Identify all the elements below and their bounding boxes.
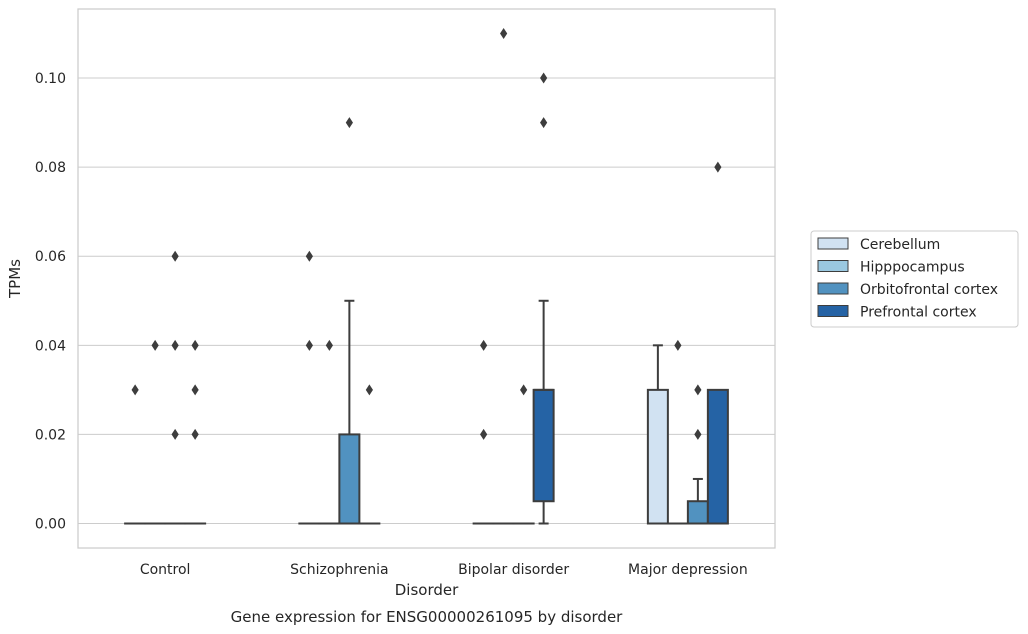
y-tick-label: 0.02 (35, 427, 66, 443)
outlier-point (345, 117, 353, 129)
box-body (532, 388, 555, 503)
y-tick-label: 0.10 (35, 71, 66, 87)
y-tick-label: 0.00 (35, 517, 66, 533)
legend-frame (810, 230, 1019, 328)
gridlines (78, 77, 775, 524)
outlier-point (540, 117, 548, 129)
x-axis-ticks: Control Schizophrenia Bipolar disorder Majo… (140, 562, 748, 578)
box-series (124, 28, 729, 525)
outlier-point (305, 339, 313, 351)
x-tick-label: Schizophrenia (290, 562, 388, 578)
box-0-1 (298, 250, 321, 525)
box-0-0 (124, 384, 147, 525)
y-axis-ticks: 0.00 0.02 0.04 0.06 0.08 0.10 (35, 71, 66, 532)
outlier-point (694, 384, 702, 396)
outlier-point (694, 428, 702, 440)
x-tick-label: Major depression (628, 562, 748, 578)
outlier-point (191, 384, 199, 396)
box-0-2 (472, 339, 495, 525)
plot-area-frame (77, 8, 776, 549)
legend-label: Prefrontal cortex (860, 305, 977, 321)
legend: Cerebellum Hipppocampus Orbitofrontal cort… (810, 230, 1019, 328)
outlier-point (191, 428, 199, 440)
legend-label: Orbitofrontal cortex (860, 282, 998, 298)
box-3-3 (706, 161, 729, 525)
y-tick-label: 0.08 (35, 160, 66, 176)
outlier-point (191, 339, 199, 351)
box-2-0 (164, 250, 187, 525)
x-tick-label: Control (140, 562, 191, 578)
outlier-point (325, 339, 333, 351)
outlier-point (171, 250, 179, 262)
outlier-point (171, 339, 179, 351)
x-tick-label: Bipolar disorder (458, 562, 569, 578)
y-axis-label: TPMs (6, 259, 24, 299)
y-tick-label: 0.06 (35, 249, 66, 265)
box-0-3 (646, 344, 669, 525)
outlier-point (151, 339, 159, 351)
box-1-0 (144, 339, 167, 525)
box-3-2 (532, 72, 555, 525)
box-1-2 (492, 28, 515, 525)
x-axis-label: Disorder (395, 581, 459, 599)
box-1-1 (318, 339, 341, 525)
legend-label: Cerebellum (860, 237, 940, 253)
legend-swatch (817, 305, 849, 317)
chart-caption: Gene expression for ENSG00000261095 by d… (231, 608, 624, 626)
legend-label: Hipppocampus (860, 260, 965, 276)
legend-swatch (817, 237, 849, 250)
box-body (686, 500, 709, 525)
y-tick-label: 0.04 (35, 338, 66, 354)
outlier-point (131, 384, 139, 396)
outlier-point (171, 428, 179, 440)
legend-swatch (817, 260, 849, 272)
outlier-point (714, 161, 722, 173)
legend-swatch (817, 282, 849, 295)
outlier-point (674, 339, 682, 351)
outlier-point (480, 428, 488, 440)
box-2-1 (338, 117, 361, 525)
box-2-3 (686, 384, 709, 525)
box-body (706, 388, 729, 525)
outlier-point (480, 339, 488, 351)
box-2-2 (512, 384, 535, 525)
outlier-point (500, 28, 508, 39)
outlier-point (520, 384, 528, 396)
box-body (646, 388, 669, 525)
box-body (338, 433, 361, 525)
outlier-point (305, 250, 313, 262)
outlier-point (365, 384, 373, 396)
box-3-0 (184, 339, 207, 525)
outlier-point (540, 72, 548, 84)
box-3-1 (358, 384, 381, 525)
box-1-3 (666, 339, 689, 525)
